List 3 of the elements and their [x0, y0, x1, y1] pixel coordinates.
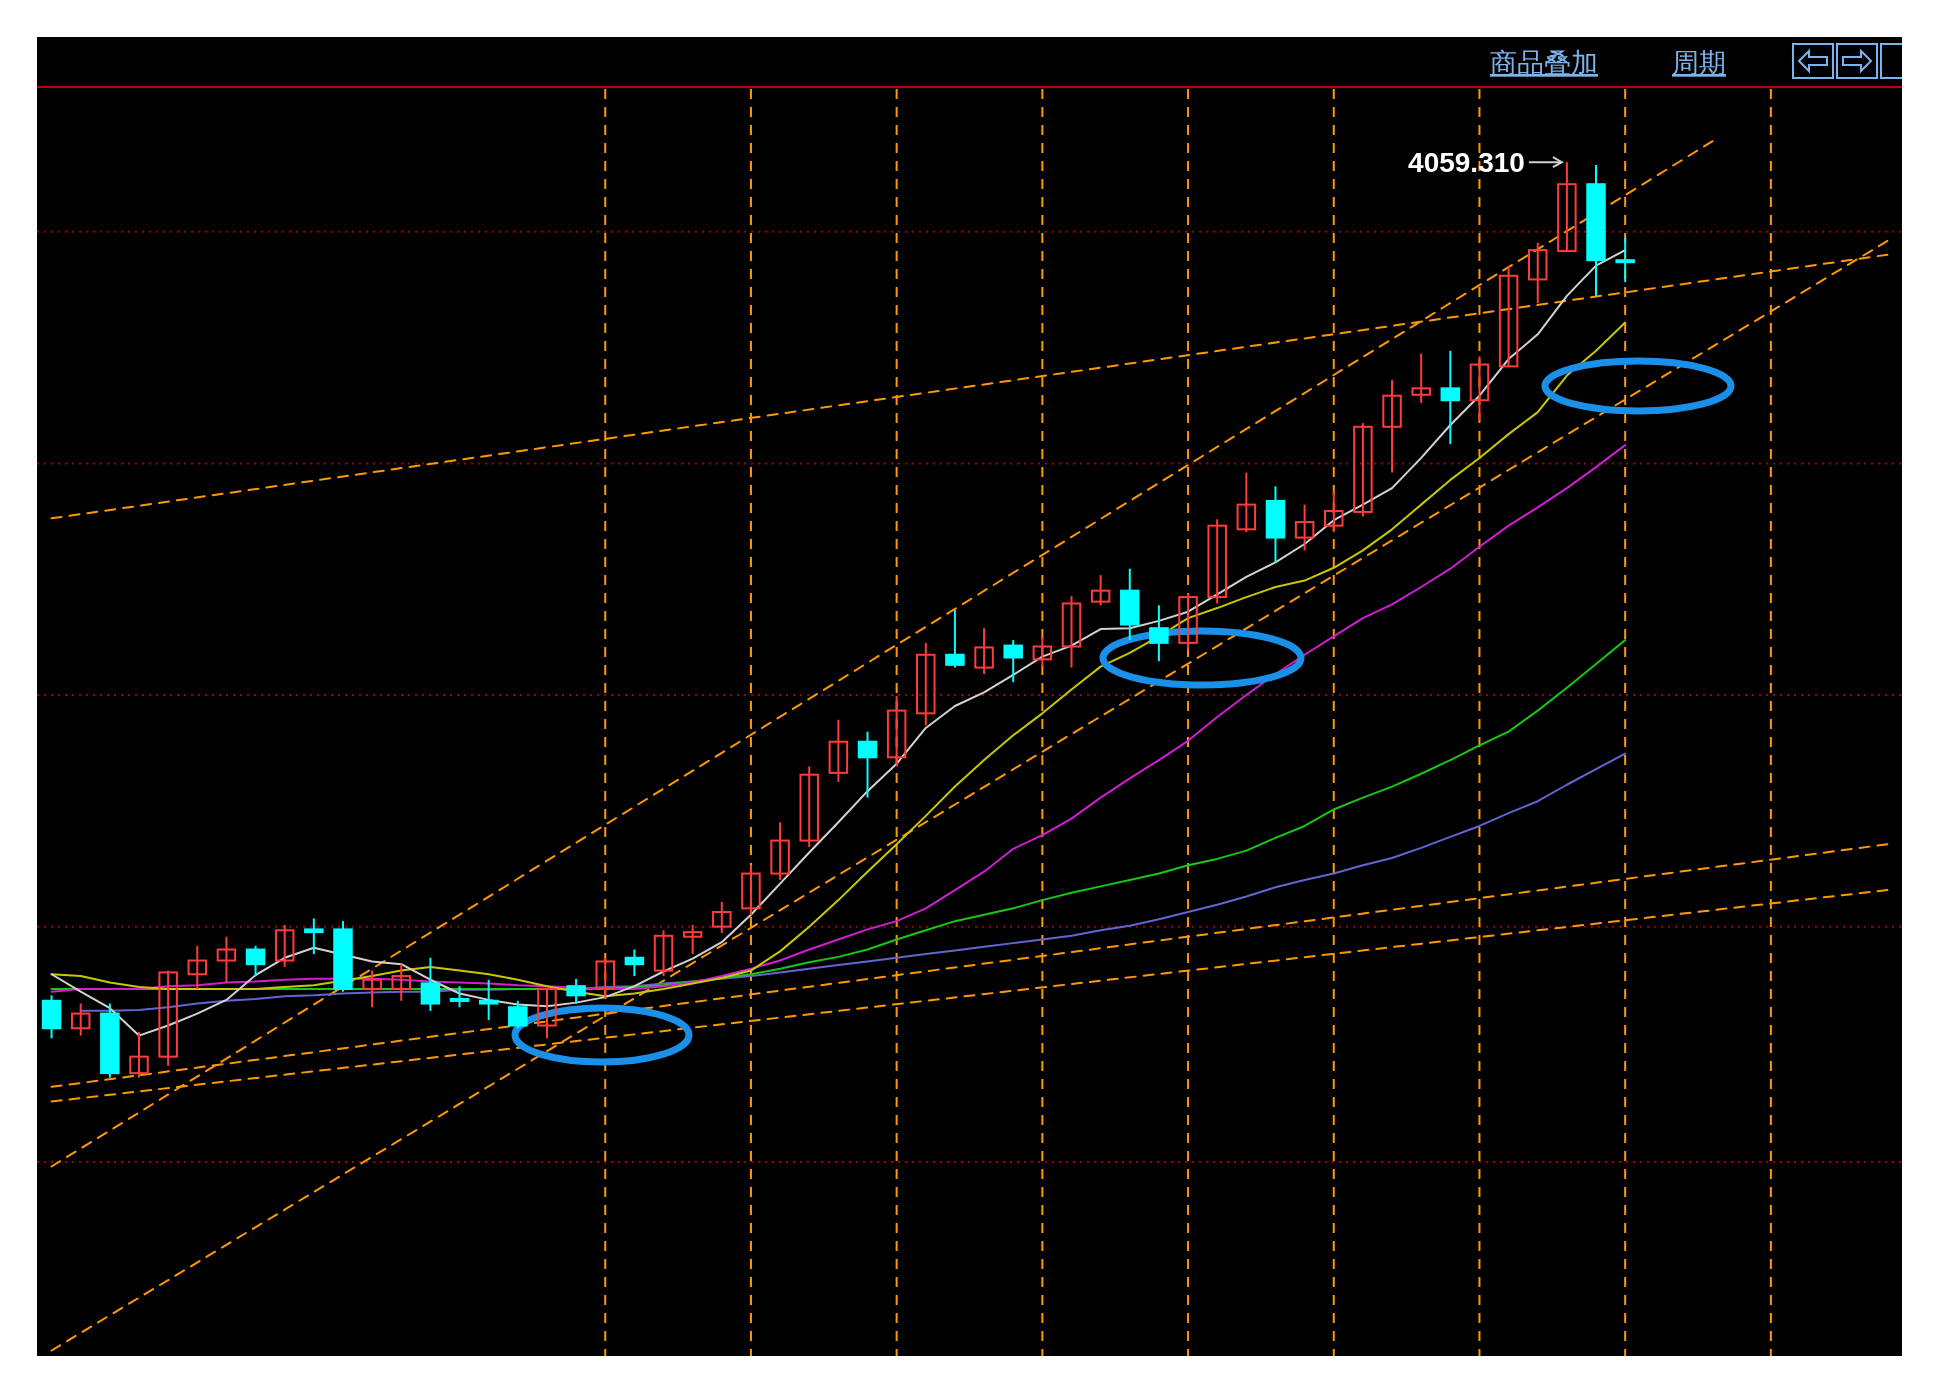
annotation: 商品叠加	[1490, 48, 1598, 78]
annotation: 周期	[1672, 48, 1726, 78]
annotation: 4059.310	[1408, 147, 1525, 179]
